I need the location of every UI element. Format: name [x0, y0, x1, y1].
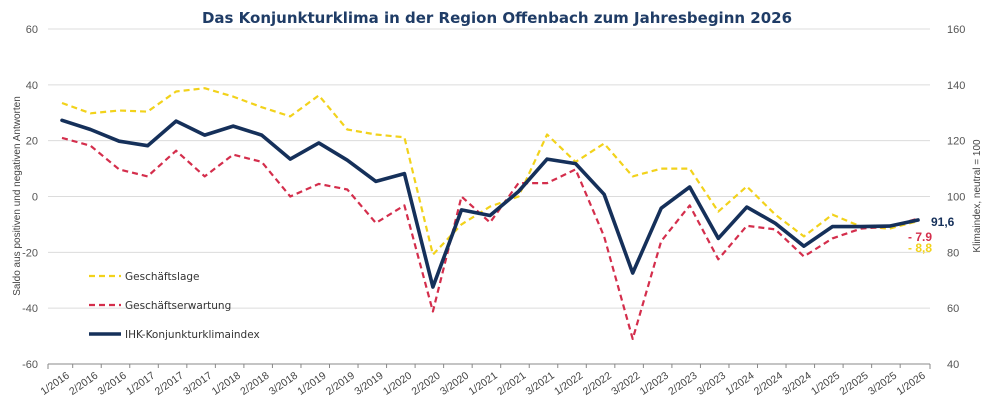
legend-label-geschaeftslage: Geschäftslage	[125, 271, 200, 283]
right-axis-tick-label: 80	[947, 247, 959, 259]
right-axis-tick-label: 140	[947, 80, 965, 92]
x-axis-tick-label: 2/2024	[752, 370, 785, 398]
x-axis-tick-label: 1/2021	[467, 370, 500, 398]
x-axis-tick-label: 1/2017	[124, 370, 157, 398]
x-axis-tick-label: 2/2016	[67, 370, 100, 398]
x-axis-tick-label: 1/2025	[809, 370, 842, 398]
left-axis-ticks: 60 40 20 0 -20 -40 -60	[22, 24, 38, 371]
left-axis-tick-label: 60	[26, 24, 38, 36]
x-axis-tick-label: 3/2024	[780, 370, 813, 398]
left-axis-label: Saldo aus positiven und negativen Antwor…	[12, 96, 23, 296]
x-axis-tick-label: 1/2022	[552, 370, 585, 398]
right-axis-ticks: 160 140 120 100 80 60 40	[947, 24, 965, 371]
x-axis-tick-label: 3/2016	[96, 370, 129, 398]
x-axis-tick-label: 1/2024	[723, 370, 756, 398]
x-axis-tick-label: 2/2025	[837, 370, 870, 398]
series-lines	[60, 87, 920, 340]
x-axis-tick-label: 1/2020	[381, 370, 414, 398]
end-label-lage: - 8,8	[908, 241, 932, 255]
x-axis-tick-label: 3/2022	[609, 370, 642, 398]
end-label-index: 91,6	[931, 215, 955, 229]
x-axis-tick-label: 1/2026	[895, 370, 928, 398]
right-axis-tick-label: 60	[947, 303, 959, 315]
legend-label-klimaindex: IHK-Konjunkturklimaindex	[125, 329, 260, 341]
left-axis-tick-label: -20	[22, 247, 38, 259]
x-axis-tick-label: 1/2018	[210, 370, 243, 398]
x-axis-tick-label: 1/2019	[295, 370, 328, 398]
x-axis-tick-label: 3/2018	[267, 370, 300, 398]
left-axis-tick-label: -40	[22, 303, 38, 315]
x-axis-tick-label: 3/2021	[524, 370, 557, 398]
x-axis-tick-label: 3/2023	[695, 370, 728, 398]
right-axis-tick-label: 40	[947, 359, 959, 371]
left-axis-tick-label: -60	[22, 359, 38, 371]
series-line-1	[61, 136, 919, 340]
series-line-2	[60, 118, 920, 289]
left-axis-tick-label: 20	[26, 136, 38, 148]
gridlines	[48, 28, 930, 309]
x-axis-tick-label: 1/2016	[39, 370, 72, 398]
right-axis-tick-label: 160	[947, 24, 965, 36]
x-axis: 1/20162/20163/20161/20172/20173/20171/20…	[39, 363, 931, 398]
x-axis-tick-label: 2/2019	[324, 370, 357, 398]
x-axis-tick-label: 2/2020	[409, 370, 442, 398]
legend-label-geschaeftserwartung: Geschäftserwartung	[125, 300, 231, 312]
x-axis-tick-label: 3/2025	[866, 370, 899, 398]
x-axis-tick-label: 1/2023	[638, 370, 671, 398]
left-axis-tick-label: 0	[32, 192, 38, 204]
right-axis-label: Klimaindex, neutral = 100	[972, 139, 983, 253]
right-axis-tick-label: 100	[947, 192, 965, 204]
x-axis-tick-label: 3/2019	[352, 370, 385, 398]
end-label-erwartung: - 7.9	[908, 230, 932, 244]
x-axis-tick-label: 2/2022	[581, 370, 614, 398]
series-line-0	[61, 87, 919, 256]
x-axis-tick-label: 2/2018	[238, 370, 271, 398]
left-axis-tick-label: 40	[26, 80, 38, 92]
chart-title: Das Konjunkturklima in der Region Offenb…	[202, 9, 792, 27]
legend: Geschäftslage Geschäftserwartung IHK-Kon…	[89, 271, 260, 341]
x-axis-tick-label: 3/2020	[438, 370, 471, 398]
x-axis-tick-label: 3/2017	[181, 370, 214, 398]
x-axis-tick-label: 2/2021	[495, 370, 528, 398]
x-axis-tick-label: 2/2023	[666, 370, 699, 398]
right-axis-tick-label: 120	[947, 136, 965, 148]
x-axis-tick-label: 2/2017	[153, 370, 186, 398]
